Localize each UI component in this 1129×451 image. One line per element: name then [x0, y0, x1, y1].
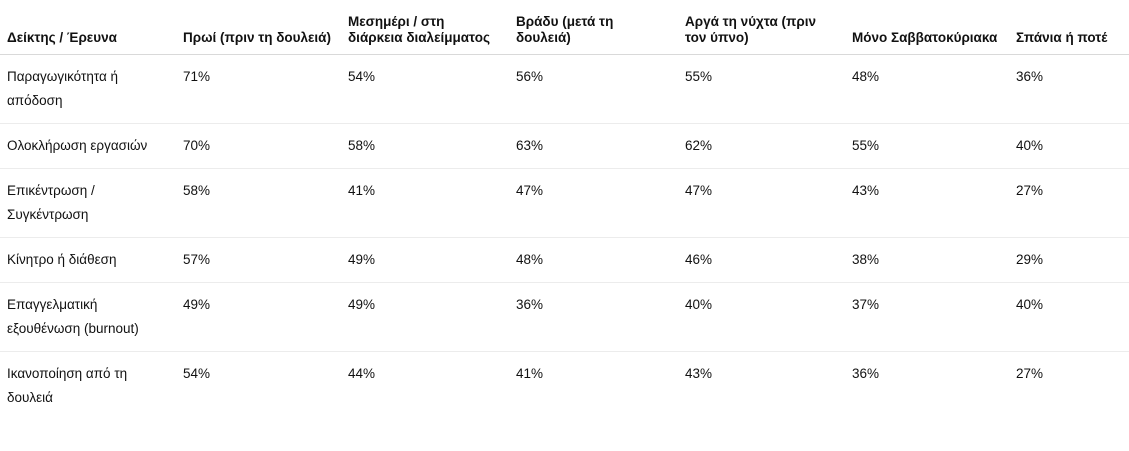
- table-cell: 47%: [509, 168, 678, 238]
- table-body: Παραγωγικότητα ή απόδοση 71% 54% 56% 55%…: [0, 54, 1129, 421]
- table-cell: 54%: [183, 366, 211, 381]
- comparison-table-container: Δείκτης / Έρευνα Πρωί (πριν τη δουλειά) …: [0, 0, 1129, 421]
- table-cell: 58%: [341, 123, 509, 169]
- table-cell: 47%: [678, 168, 845, 238]
- table-cell: 56%: [509, 54, 678, 124]
- table-cell: 27%: [1016, 366, 1044, 381]
- table-cell: 43%: [685, 366, 713, 381]
- row-label: Παραγωγικότητα ή απόδοση: [0, 54, 176, 124]
- table-cell: 29%: [1009, 237, 1129, 283]
- table-cell: 55%: [845, 123, 1009, 169]
- table-header: Δείκτης / Έρευνα Πρωί (πριν τη δουλειά) …: [0, 0, 1129, 55]
- table-row: Επαγγελματική εξουθένωση (burnout) 49% 4…: [0, 282, 1129, 352]
- row-label: Επικέντρωση / Συγκέντρωση: [0, 168, 176, 238]
- table-cell: 40%: [1009, 282, 1129, 352]
- table-cell: 43%: [845, 168, 1009, 238]
- table-cell: 41%: [341, 168, 509, 238]
- table-cell: 41%: [516, 366, 544, 381]
- table-cell: 55%: [678, 54, 845, 124]
- header-cell-weekends: Μόνο Σαββατοκύριακα: [845, 0, 1009, 55]
- table-cell: 54%: [341, 54, 509, 124]
- table-cell: 49%: [176, 282, 341, 352]
- table-cell: 40%: [1009, 123, 1129, 169]
- table-cell: 48%: [509, 237, 678, 283]
- row-label: Επαγγελματική εξουθένωση (burnout): [0, 282, 176, 352]
- header-cell-midday: Μεσημέρι / στη διάρκεια διαλείμματος: [341, 0, 509, 55]
- table-cell: 49%: [341, 237, 509, 283]
- header-row: Δείκτης / Έρευνα Πρωί (πριν τη δουλειά) …: [0, 0, 1129, 55]
- table-cell: 36%: [509, 282, 678, 352]
- table-cell: 38%: [845, 237, 1009, 283]
- table-cell: 36%: [1009, 54, 1129, 124]
- table-cell: 49%: [341, 282, 509, 352]
- table-row: Παραγωγικότητα ή απόδοση 71% 54% 56% 55%…: [0, 54, 1129, 124]
- table-cell: 70%: [176, 123, 341, 169]
- table-cell: 57%: [176, 237, 341, 283]
- header-cell-morning: Πρωί (πριν τη δουλειά): [176, 0, 341, 55]
- header-cell-late-night: Αργά τη νύχτα (πριν τον ύπνο): [678, 0, 845, 55]
- table-cell: 71%: [176, 54, 341, 124]
- header-cell-rarely: Σπάνια ή ποτέ: [1009, 0, 1129, 55]
- table-row: Ικανοποίηση από τη δουλειά 54% 44% 41% 4…: [0, 352, 1129, 421]
- table-cell: 27%: [1009, 168, 1129, 238]
- table-row: Επικέντρωση / Συγκέντρωση 58% 41% 47% 47…: [0, 168, 1129, 238]
- table-row: Κίνητρο ή διάθεση 57% 49% 48% 46% 38% 29…: [0, 237, 1129, 283]
- header-cell-metric: Δείκτης / Έρευνα: [0, 0, 176, 55]
- table-cell: 37%: [845, 282, 1009, 352]
- table-cell: 44%: [348, 366, 376, 381]
- table-cell: 58%: [176, 168, 341, 238]
- table-cell: 46%: [678, 237, 845, 283]
- table-cell: 62%: [678, 123, 845, 169]
- table-cell: 36%: [852, 366, 880, 381]
- comparison-table: Δείκτης / Έρευνα Πρωί (πριν τη δουλειά) …: [0, 0, 1129, 421]
- table-row: Ολοκλήρωση εργασιών 70% 58% 63% 62% 55% …: [0, 123, 1129, 169]
- table-cell: 48%: [845, 54, 1009, 124]
- table-cell: 40%: [678, 282, 845, 352]
- row-label: Ικανοποίηση από τη δουλειά: [7, 366, 128, 405]
- header-cell-evening: Βράδυ (μετά τη δουλειά): [509, 0, 678, 55]
- row-label: Κίνητρο ή διάθεση: [0, 237, 176, 283]
- row-label: Ολοκλήρωση εργασιών: [0, 123, 176, 169]
- table-cell: 63%: [509, 123, 678, 169]
- header-cell-midday-label: Μεσημέρι / στη διάρκεια διαλείμματος: [348, 14, 490, 45]
